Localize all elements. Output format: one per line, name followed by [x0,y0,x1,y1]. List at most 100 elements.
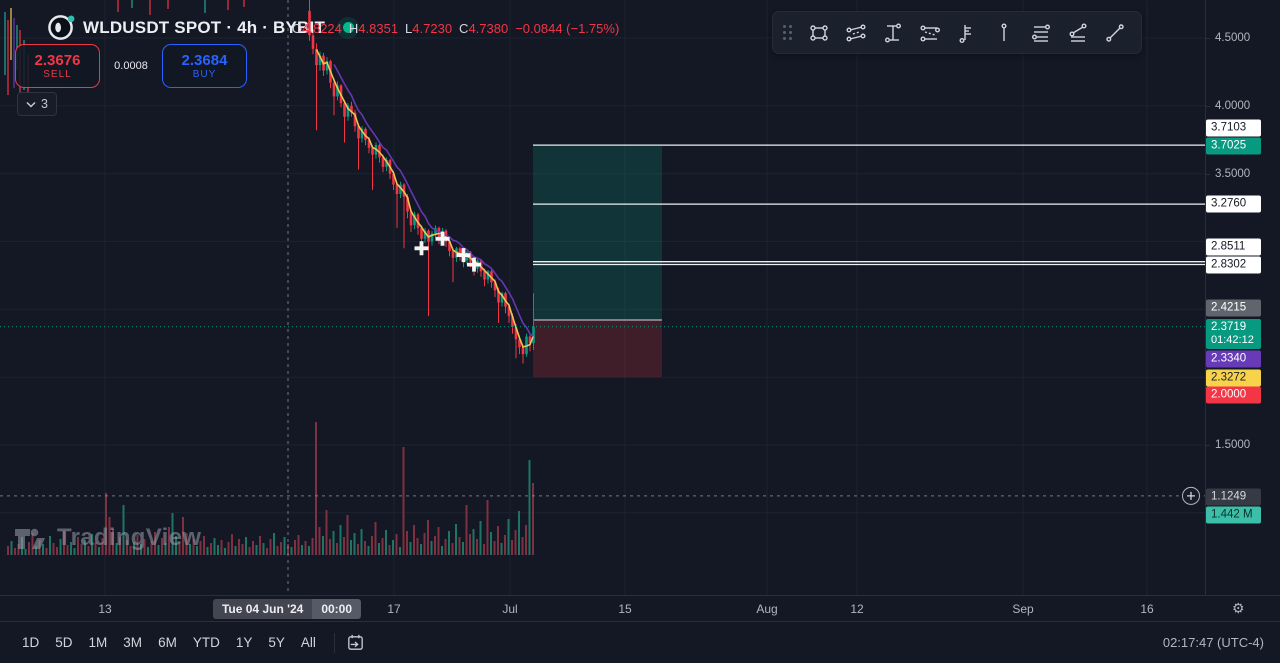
price-tick-label: 1.5000 [1215,439,1251,451]
open-value: 4.8224 [302,21,342,36]
range-button-all[interactable]: All [300,635,316,650]
buy-button[interactable]: 2.3684 BUY [162,44,247,88]
price-axis-badge: 2.3272 [1206,369,1261,387]
high-value: 4.8351 [358,21,399,36]
time-tick-label: 17 [387,602,401,616]
disjoint-channel-tool-icon[interactable] [911,14,948,51]
price-axis-badge: 2.4215 [1206,299,1261,317]
price-axis-badge: 2.3340 [1206,350,1261,368]
range-button-1y[interactable]: 1Y [235,635,253,650]
time-tick-label: 16 [1140,602,1154,616]
price-tick-label: 4.5000 [1215,32,1251,44]
crosshair-date: Tue 04 Jun '24 [212,599,313,619]
range-button-3m[interactable]: 3M [123,635,143,650]
axis-tickmark [1206,445,1210,446]
indicators-collapse-chip[interactable]: 3 [17,92,57,116]
price-axis-badge: 3.7103 [1206,119,1261,137]
price-axis-badge: 3.2760 [1206,195,1261,213]
symbol-header[interactable]: WLDUSDT SPOT · 4h · BYBIT [48,14,360,41]
vertical-line-tool-icon[interactable] [985,14,1022,51]
spread-value: 0.0008 [114,60,148,72]
go-to-date-button[interactable] [345,632,366,653]
range-button-6m[interactable]: 6M [158,635,177,650]
sell-price: 2.3676 [34,51,81,69]
axis-tickmark [1206,38,1210,39]
pitchfork-tool-icon[interactable] [1059,14,1096,51]
cross-marker [435,231,450,246]
price-axis-badge: 2.8302 [1206,256,1261,274]
price-axis-badge: 2.8511 [1206,238,1261,256]
price-axis-badge: 2.0000 [1206,386,1261,404]
price-tick-label: 4.0000 [1215,99,1251,112]
long-position-tool[interactable] [533,146,662,378]
volume-bars [7,422,534,555]
price-chart[interactable] [0,0,1205,595]
sell-label: SELL [43,68,72,80]
crosshair-date-label: Tue 04 Jun '24 00:00 [212,599,362,619]
rectangle-tool-icon[interactable] [800,14,837,51]
bottom-toolbar: 1D 5D 1M 3M 6M YTD 1Y 5Y All 02:17:47 (UTC-4) [0,622,1280,663]
time-tick-label: 15 [618,602,632,616]
range-button-5y[interactable]: 5Y [268,635,285,650]
symbol-title[interactable]: WLDUSDT SPOT · 4h · BYBIT [83,17,326,37]
low-value: 4.7230 [412,21,453,36]
time-tick-label: Jul [502,602,518,616]
ma-fast-line [315,49,535,348]
range-button-5d[interactable]: 5D [55,635,73,650]
toolbar-drag-handle[interactable] [783,24,793,41]
time-axis[interactable]: Tue 04 Jun '24 00:00 ⚙ 13 17 Jul 15 Aug 12 Sep… [0,595,1280,622]
worldcoin-logo-icon [48,15,75,40]
time-tick-label: 13 [98,602,112,616]
sell-button[interactable]: 2.3676 SELL [15,44,100,88]
buy-price: 2.3684 [181,51,228,69]
price-axis-badge: 1.442 M [1206,506,1261,524]
close-value: 4.7380 [468,21,509,36]
range-button-1d[interactable]: 1D [22,635,40,650]
price-axis-badge: 2.3719 01:42:12 [1206,319,1261,349]
price-axis-badge: 3.7025 [1206,137,1261,155]
low-label: L [405,21,413,36]
date-range-group: 1D 5D 1M 3M 6M YTD 1Y 5Y All [14,631,324,654]
change-value: −0.0844 (−1.75%) [515,21,620,36]
price-axis-badge: 1.1249 [1206,488,1261,506]
date-price-range-tool-icon[interactable] [874,14,911,51]
price-axis[interactable]: 4.5000 4.0000 3.5000 1.5000 3.7103 3.7025 3.27… [1205,0,1280,595]
cross-marker [414,241,429,256]
time-tick-label: Sep [1012,602,1034,616]
axis-settings-gear-icon[interactable]: ⚙ [1232,600,1245,616]
range-button-1m[interactable]: 1M [88,635,108,650]
drawing-toolbar [772,11,1142,54]
chart-pane[interactable]: TradingView WLDUSDT SPOT · 4h · BYBIT O4… [0,0,1205,595]
bars-pattern-tool-icon[interactable] [948,14,985,51]
trade-widget: 2.3676 SELL 0.0008 2.3684 BUY [15,44,247,88]
clock-timezone-label[interactable]: 02:17:47 (UTC-4) [1162,635,1264,650]
countdown-timer: 01:42:12 [1211,334,1254,346]
time-tick-label: 12 [850,602,864,616]
cross-marker [456,248,471,263]
high-label: H [348,21,359,36]
chevron-down-icon [26,101,36,108]
separator [333,632,335,653]
fib-retracement-tool-icon[interactable] [1022,14,1059,51]
axis-tickmark [1206,105,1210,107]
cross-marker [467,257,481,272]
price-tick-label: 3.5000 [1215,167,1251,180]
range-button-ytd[interactable]: YTD [192,635,220,650]
horizontal-ray-lines[interactable] [533,144,1205,266]
buy-label: BUY [192,68,217,80]
ohlc-legend: O4.8224 H4.8351 L4.7230 C4.7380 −0.0844 (−1.… [292,21,626,36]
parallel-channel-tool-icon[interactable] [837,14,874,51]
crosshair-time: 00:00 [312,599,362,619]
ma-slow-line [333,64,534,337]
axis-tickmark [1206,173,1210,175]
time-tick-label: Aug [756,602,778,616]
add-alert-plus-button[interactable] [1182,486,1200,505]
trend-line-tool-icon[interactable] [1096,14,1133,51]
market-status-indicator[interactable] [337,16,360,39]
calendar-icon [348,634,363,650]
open-label: O [292,21,303,36]
indicator-count: 3 [41,97,48,111]
close-label: C [459,21,469,36]
market-open-dot [342,22,354,33]
